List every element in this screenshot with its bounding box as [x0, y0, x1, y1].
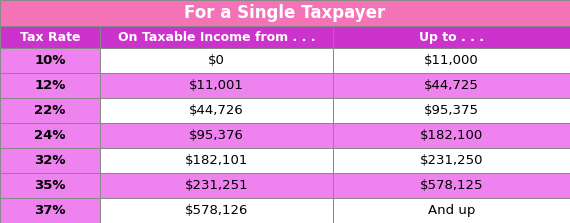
Text: And up: And up	[428, 204, 475, 217]
Text: 35%: 35%	[34, 179, 66, 192]
Bar	[0, 198, 100, 223]
Bar	[100, 73, 333, 98]
Bar	[333, 48, 570, 73]
Text: 22%: 22%	[34, 104, 66, 117]
Text: $231,251: $231,251	[185, 179, 249, 192]
Text: $182,101: $182,101	[185, 154, 249, 167]
Bar	[0, 148, 100, 173]
Text: 32%: 32%	[34, 154, 66, 167]
Bar	[100, 148, 333, 173]
Text: $44,725: $44,725	[424, 79, 479, 92]
Text: $231,250: $231,250	[420, 154, 483, 167]
Bar	[333, 198, 570, 223]
Text: For a Single Taxpayer: For a Single Taxpayer	[184, 4, 386, 22]
Text: $95,375: $95,375	[424, 104, 479, 117]
Text: $0: $0	[208, 54, 225, 67]
Bar	[100, 48, 333, 73]
Bar	[100, 26, 333, 48]
Text: $44,726: $44,726	[189, 104, 244, 117]
Bar	[0, 173, 100, 198]
Bar	[100, 98, 333, 123]
Text: $95,376: $95,376	[189, 129, 244, 142]
Text: Up to . . .: Up to . . .	[419, 31, 484, 44]
Text: On Taxable Income from . . .: On Taxable Income from . . .	[118, 31, 315, 44]
Text: Tax Rate: Tax Rate	[19, 31, 80, 44]
Bar	[333, 173, 570, 198]
Text: $182,100: $182,100	[420, 129, 483, 142]
Text: 37%: 37%	[34, 204, 66, 217]
Bar	[0, 48, 100, 73]
Bar	[333, 26, 570, 48]
Bar	[333, 73, 570, 98]
Text: $11,000: $11,000	[424, 54, 479, 67]
Bar	[333, 148, 570, 173]
Bar	[0, 98, 100, 123]
Bar	[100, 173, 333, 198]
Bar	[333, 123, 570, 148]
Bar	[100, 123, 333, 148]
Text: $578,126: $578,126	[185, 204, 249, 217]
Text: 12%: 12%	[34, 79, 66, 92]
Text: $11,001: $11,001	[189, 79, 244, 92]
Bar	[0, 73, 100, 98]
Text: $578,125: $578,125	[420, 179, 483, 192]
Bar	[0, 0, 570, 26]
Bar	[100, 198, 333, 223]
Text: 10%: 10%	[34, 54, 66, 67]
Bar	[0, 26, 100, 48]
Bar	[333, 98, 570, 123]
Bar	[0, 123, 100, 148]
Text: 24%: 24%	[34, 129, 66, 142]
